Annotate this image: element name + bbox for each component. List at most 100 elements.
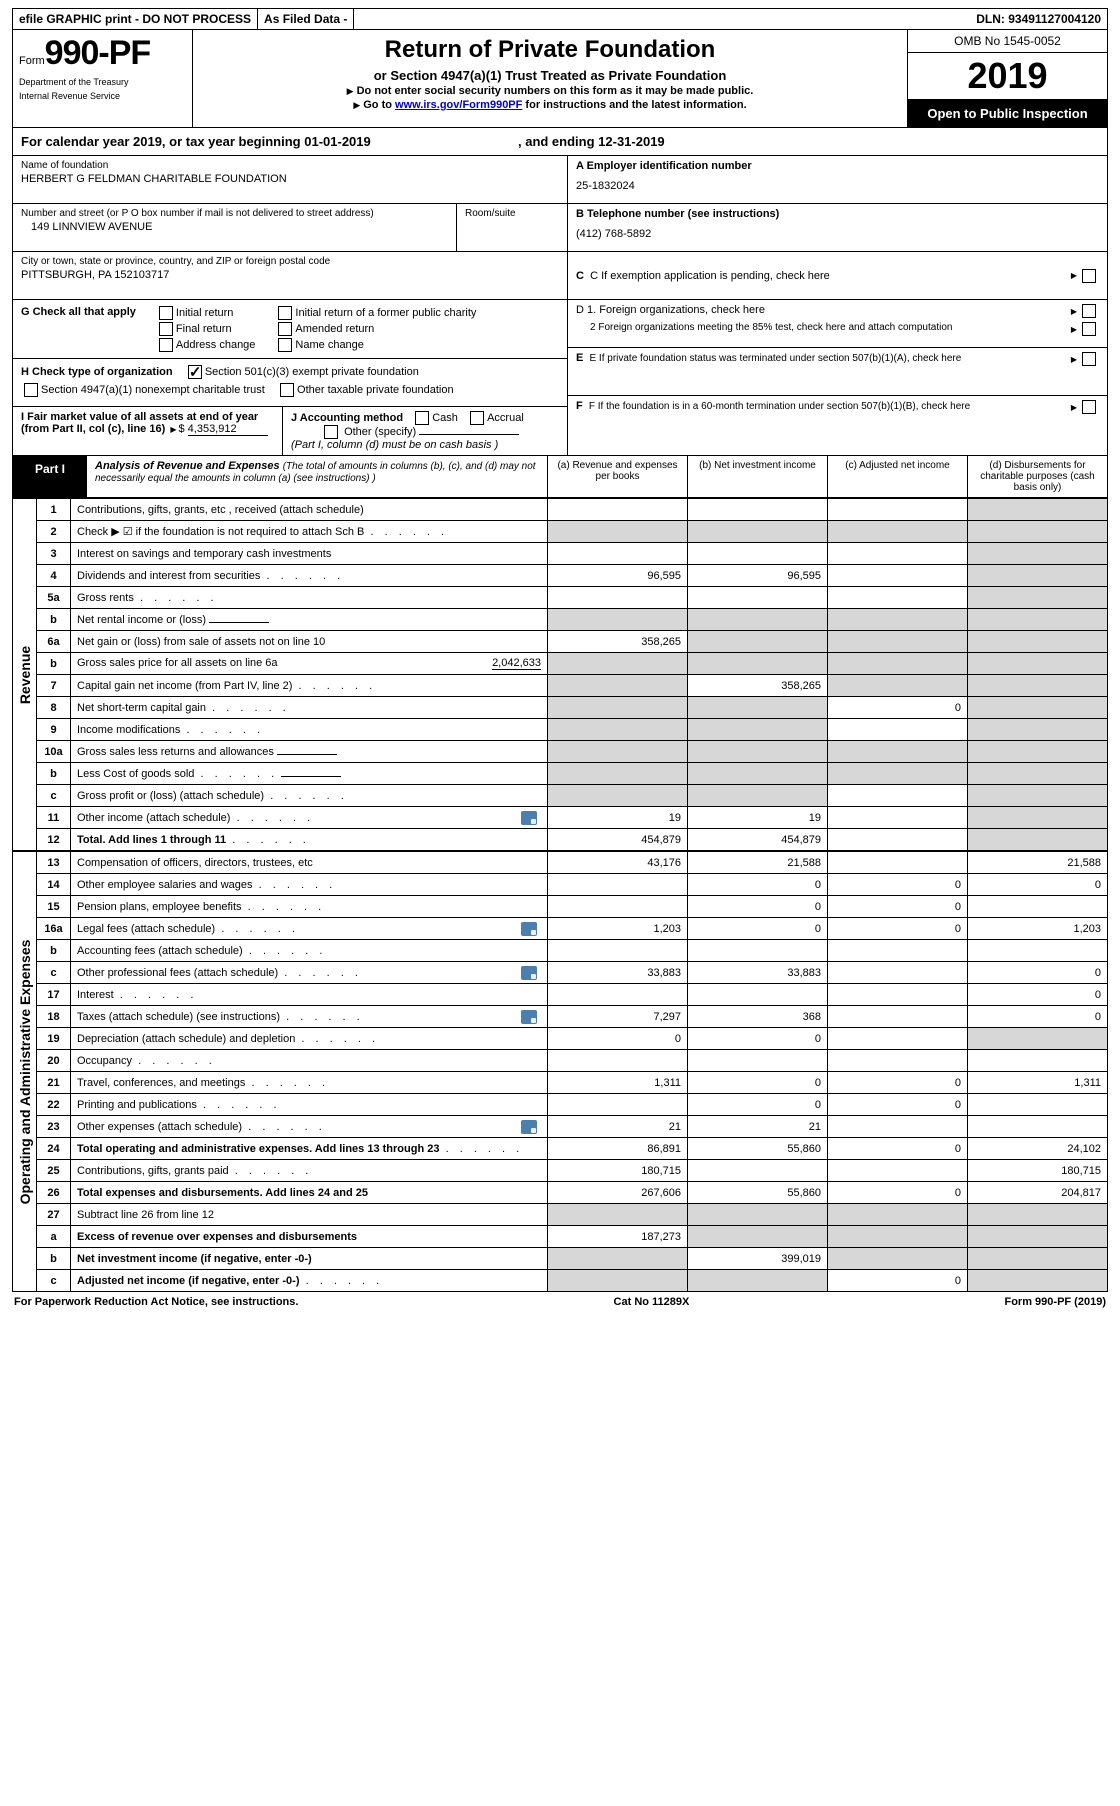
cell-value bbox=[968, 675, 1108, 697]
cell-value bbox=[968, 565, 1108, 587]
street-address: 149 LINNVIEW AVENUE bbox=[21, 221, 448, 233]
name-label: Name of foundation bbox=[21, 160, 559, 171]
line-desc: Other expenses (attach schedule) . . . .… bbox=[71, 1116, 548, 1138]
col-b-header: (b) Net investment income bbox=[687, 456, 827, 497]
cell-value bbox=[828, 984, 968, 1006]
cell-value bbox=[688, 741, 828, 763]
cell-value bbox=[828, 631, 968, 653]
e-label: E E If private foundation status was ter… bbox=[576, 352, 1069, 364]
cell-value bbox=[968, 1226, 1108, 1248]
c-checkbox[interactable] bbox=[1069, 269, 1099, 283]
line-number: 22 bbox=[37, 1094, 71, 1116]
line-number: 25 bbox=[37, 1160, 71, 1182]
cell-value bbox=[968, 499, 1108, 521]
footer-left: For Paperwork Reduction Act Notice, see … bbox=[14, 1296, 298, 1308]
d2-label: 2 Foreign organizations meeting the 85% … bbox=[590, 322, 1069, 333]
cell-value bbox=[688, 521, 828, 543]
cell-value bbox=[968, 763, 1108, 785]
cell-value bbox=[828, 719, 968, 741]
cell-value bbox=[688, 1160, 828, 1182]
cell-value bbox=[548, 499, 688, 521]
attachment-icon[interactable] bbox=[521, 1010, 537, 1024]
irs-link[interactable]: www.irs.gov/Form990PF bbox=[395, 99, 522, 111]
form-note-link: Go to www.irs.gov/Form990PF for instruct… bbox=[199, 99, 901, 111]
cell-value: 0 bbox=[688, 1094, 828, 1116]
h-4947[interactable]: Section 4947(a)(1) nonexempt charitable … bbox=[21, 384, 265, 396]
cell-value bbox=[688, 631, 828, 653]
line-number: b bbox=[37, 653, 71, 675]
g-label: G Check all that apply bbox=[21, 306, 136, 352]
calendar-year-row: For calendar year 2019, or tax year begi… bbox=[12, 128, 1108, 156]
j-accrual[interactable]: Accrual bbox=[467, 412, 524, 424]
cell-value bbox=[828, 653, 968, 675]
cell-value bbox=[828, 1050, 968, 1072]
cell-value bbox=[968, 631, 1108, 653]
line-number: 11 bbox=[37, 807, 71, 829]
cell-value bbox=[968, 940, 1108, 962]
cell-value bbox=[828, 587, 968, 609]
line-desc: Adjusted net income (if negative, enter … bbox=[71, 1270, 548, 1292]
d1-label: D 1. Foreign organizations, check here bbox=[576, 304, 1069, 316]
g-initial-return[interactable]: Initial return bbox=[156, 306, 256, 320]
j-label: J Accounting method bbox=[291, 412, 403, 424]
g-address-change[interactable]: Address change bbox=[156, 338, 256, 352]
line-number: 4 bbox=[37, 565, 71, 587]
form-header: Form990-PF Department of the Treasury In… bbox=[12, 30, 1108, 128]
attachment-icon[interactable] bbox=[521, 922, 537, 936]
cell-value: 0 bbox=[688, 918, 828, 940]
cell-value: 0 bbox=[688, 1072, 828, 1094]
h-other-taxable[interactable]: Other taxable private foundation bbox=[277, 384, 454, 396]
cell-value: 0 bbox=[828, 1270, 968, 1292]
cell-value: 55,860 bbox=[688, 1182, 828, 1204]
line-number: 10a bbox=[37, 741, 71, 763]
line-number: b bbox=[37, 763, 71, 785]
j-other[interactable]: Other (specify) bbox=[291, 426, 416, 438]
j-cash[interactable]: Cash bbox=[412, 412, 458, 424]
g-name-change[interactable]: Name change bbox=[275, 338, 476, 352]
cell-value bbox=[828, 962, 968, 984]
cell-value bbox=[828, 499, 968, 521]
cell-value bbox=[828, 1248, 968, 1270]
d2-checkbox[interactable] bbox=[1069, 322, 1099, 336]
col-c-header: (c) Adjusted net income bbox=[827, 456, 967, 497]
line-desc: Printing and publications . . . . . . bbox=[71, 1094, 548, 1116]
d1-checkbox[interactable] bbox=[1069, 304, 1099, 318]
cell-value bbox=[688, 1226, 828, 1248]
part1-title: Analysis of Revenue and Expenses bbox=[95, 460, 280, 472]
cell-value: 33,883 bbox=[548, 962, 688, 984]
f-checkbox[interactable] bbox=[1069, 400, 1099, 414]
form-note-ssn: Do not enter social security numbers on … bbox=[199, 85, 901, 97]
cell-value bbox=[968, 807, 1108, 829]
g-final-return[interactable]: Final return bbox=[156, 322, 256, 336]
cell-value: 358,265 bbox=[548, 631, 688, 653]
line-number: 27 bbox=[37, 1204, 71, 1226]
line-number: c bbox=[37, 785, 71, 807]
attachment-icon[interactable] bbox=[521, 1120, 537, 1134]
cell-value: 96,595 bbox=[688, 565, 828, 587]
attachment-icon[interactable] bbox=[521, 966, 537, 980]
efile-notice: efile GRAPHIC print - DO NOT PROCESS bbox=[13, 9, 258, 29]
cell-value bbox=[548, 697, 688, 719]
line-number: 15 bbox=[37, 896, 71, 918]
cell-value: 358,265 bbox=[688, 675, 828, 697]
part1-header: Part I Analysis of Revenue and Expenses … bbox=[12, 456, 1108, 498]
cell-value: 454,879 bbox=[688, 829, 828, 851]
line-number: 23 bbox=[37, 1116, 71, 1138]
side-label: Operating and Administrative Expenses bbox=[13, 852, 37, 1292]
cell-value bbox=[828, 1116, 968, 1138]
e-checkbox[interactable] bbox=[1069, 352, 1099, 366]
entity-block: Name of foundation HERBERT G FELDMAN CHA… bbox=[12, 156, 1108, 456]
cell-value: 7,297 bbox=[548, 1006, 688, 1028]
dept-irs: Internal Revenue Service bbox=[19, 91, 186, 101]
g-initial-former[interactable]: Initial return of a former public charit… bbox=[275, 306, 476, 320]
line-desc: Less Cost of goods sold . . . . . . bbox=[71, 763, 548, 785]
cell-value bbox=[968, 697, 1108, 719]
attachment-icon[interactable] bbox=[521, 811, 537, 825]
h-label: H Check type of organization bbox=[21, 366, 173, 378]
h-501c3[interactable]: Section 501(c)(3) exempt private foundat… bbox=[185, 366, 419, 378]
line-number: 13 bbox=[37, 852, 71, 874]
g-amended-return[interactable]: Amended return bbox=[275, 322, 476, 336]
cell-value bbox=[548, 741, 688, 763]
cell-value bbox=[548, 719, 688, 741]
line-number: 6a bbox=[37, 631, 71, 653]
